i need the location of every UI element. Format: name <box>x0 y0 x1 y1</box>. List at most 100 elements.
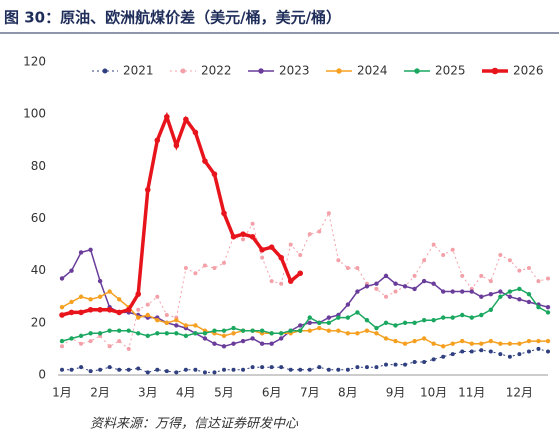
data-point <box>164 369 169 374</box>
data-point <box>69 299 74 305</box>
data-point <box>450 341 455 346</box>
data-point <box>479 348 484 353</box>
data-point <box>250 365 255 370</box>
data-point <box>526 349 531 354</box>
data-point <box>297 270 304 277</box>
data-point <box>431 341 436 346</box>
data-point <box>545 310 551 315</box>
data-point <box>202 370 207 375</box>
data-point <box>117 367 122 372</box>
legend-label: 2026 <box>513 64 544 78</box>
data-point <box>307 367 312 372</box>
data-point <box>287 278 294 284</box>
legend-marker <box>336 68 342 74</box>
chart-title: 图 30：原油、欧洲航煤价差（美元/桶，美元/桶） <box>4 9 341 27</box>
data-point <box>250 328 255 333</box>
data-point <box>421 278 427 284</box>
data-point <box>116 328 122 333</box>
data-point <box>364 365 369 370</box>
data-point <box>422 359 427 364</box>
data-point <box>364 318 370 323</box>
y-tick-label: 20 <box>31 315 46 329</box>
data-point <box>116 309 122 316</box>
data-point <box>88 369 93 374</box>
data-point <box>126 328 131 333</box>
x-tick-label: 4月 <box>176 386 196 400</box>
data-point <box>355 310 360 315</box>
data-point <box>507 341 513 346</box>
data-point <box>145 370 150 375</box>
data-point <box>412 320 417 326</box>
data-point <box>479 294 484 299</box>
data-point <box>288 328 293 333</box>
data-point <box>307 232 312 237</box>
data-point <box>307 320 312 326</box>
data-point <box>517 268 522 273</box>
data-point <box>59 304 65 310</box>
data-point <box>174 323 179 328</box>
data-point <box>469 349 474 354</box>
legend-marker <box>180 68 186 74</box>
data-point <box>145 312 150 318</box>
data-point <box>221 344 227 349</box>
y-tick-label: 120 <box>23 55 46 69</box>
data-point <box>546 276 550 281</box>
data-point <box>212 341 217 346</box>
data-point <box>383 320 389 326</box>
data-point <box>412 286 417 292</box>
data-point <box>59 338 65 344</box>
data-point <box>249 233 256 240</box>
data-point <box>154 137 161 144</box>
data-point <box>183 333 189 339</box>
data-point <box>384 294 388 299</box>
data-point <box>278 254 284 261</box>
series-line <box>61 290 548 348</box>
data-point <box>78 294 84 299</box>
data-point <box>441 354 446 359</box>
data-point <box>97 331 103 336</box>
data-point <box>145 302 150 307</box>
data-point <box>460 312 465 318</box>
data-point <box>469 315 474 320</box>
data-point <box>345 302 351 307</box>
data-point <box>193 271 198 276</box>
data-point <box>298 367 303 372</box>
data-point <box>79 365 84 370</box>
data-point <box>422 258 427 263</box>
data-point <box>60 344 64 349</box>
data-point <box>431 318 436 323</box>
data-point <box>498 294 503 299</box>
data-point <box>374 281 379 286</box>
data-point <box>155 367 160 372</box>
data-point <box>412 338 417 344</box>
x-tick-label: 12月 <box>506 386 533 400</box>
data-point <box>155 294 160 299</box>
data-point <box>336 367 341 372</box>
data-point <box>97 294 103 299</box>
data-point <box>116 297 122 302</box>
data-point <box>98 367 103 372</box>
data-point <box>259 247 265 253</box>
data-point <box>78 250 84 255</box>
data-point <box>136 331 141 336</box>
data-point <box>107 328 112 333</box>
data-point <box>383 273 389 279</box>
data-point <box>222 367 226 372</box>
data-point <box>393 362 398 367</box>
data-point <box>545 304 551 310</box>
data-point <box>230 233 237 240</box>
x-tick-label: 7月 <box>300 386 320 400</box>
data-point <box>202 263 207 268</box>
data-point <box>517 341 522 346</box>
data-point <box>450 247 455 252</box>
data-point <box>469 341 474 346</box>
data-point <box>212 370 217 375</box>
x-tick-label: 10月 <box>420 386 447 400</box>
data-point <box>107 365 112 370</box>
x-tick-label: 9月 <box>386 386 406 400</box>
data-point <box>241 367 246 372</box>
data-point <box>125 306 132 313</box>
y-tick-label: 60 <box>31 211 46 225</box>
data-point <box>78 333 84 339</box>
series-line <box>61 288 549 342</box>
